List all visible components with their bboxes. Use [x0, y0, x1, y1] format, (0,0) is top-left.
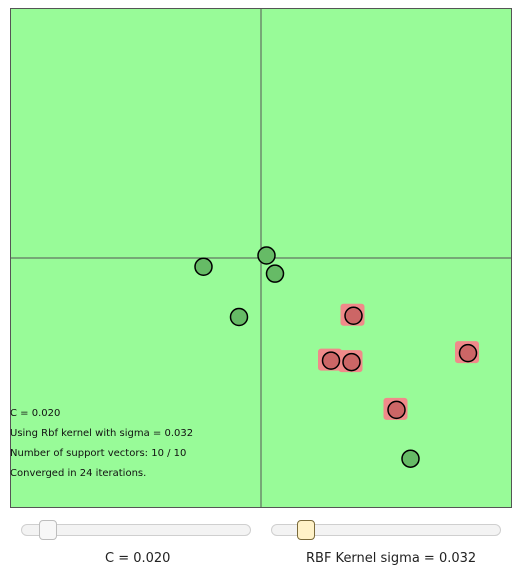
- c-slider[interactable]: [21, 520, 251, 540]
- c-value-text: C = 0.020: [10, 408, 61, 419]
- positive-data-point[interactable]: [401, 449, 420, 468]
- positive-data-point[interactable]: [257, 246, 276, 265]
- positive-data-point[interactable]: [194, 257, 213, 276]
- sigma-slider-label: RBF Kernel sigma = 0.032: [306, 551, 477, 566]
- support-vectors-text: Number of support vectors: 10 / 10: [10, 448, 187, 459]
- sigma-slider-handle[interactable]: [297, 520, 316, 540]
- negative-data-point[interactable]: [342, 352, 361, 372]
- kernel-text: Using Rbf kernel with sigma = 0.032: [10, 428, 194, 439]
- negative-data-point[interactable]: [458, 343, 478, 363]
- positive-data-point[interactable]: [229, 307, 249, 327]
- convergence-text: Converged in 24 iterations.: [10, 468, 147, 479]
- plot-svg: [11, 9, 511, 507]
- positive-data-point[interactable]: [265, 264, 285, 283]
- negative-data-point[interactable]: [344, 306, 363, 326]
- c-slider-label: C = 0.020: [105, 551, 171, 566]
- negative-data-point[interactable]: [387, 400, 406, 420]
- sigma-slider[interactable]: [271, 520, 501, 540]
- c-slider-handle[interactable]: [38, 520, 57, 540]
- svm-plot-canvas[interactable]: [10, 8, 512, 508]
- negative-data-point[interactable]: [321, 351, 341, 370]
